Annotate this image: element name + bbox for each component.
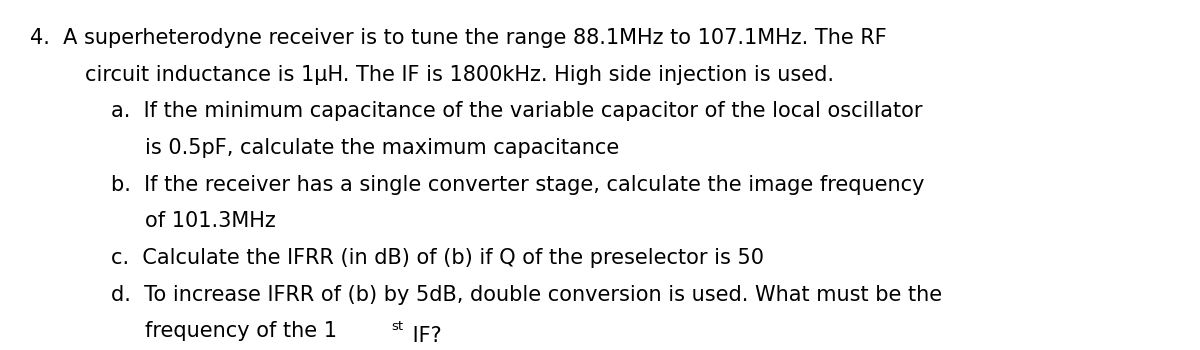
Text: d.  To increase IFRR of (b) by 5dB, double conversion is used. What must be the: d. To increase IFRR of (b) by 5dB, doubl… (112, 285, 942, 304)
Text: of 101.3MHz: of 101.3MHz (145, 211, 276, 231)
Text: b.  If the receiver has a single converter stage, calculate the image frequency: b. If the receiver has a single converte… (112, 175, 925, 195)
Text: 4.  A superheterodyne receiver is to tune the range 88.1MHz to 107.1MHz. The RF: 4. A superheterodyne receiver is to tune… (30, 28, 887, 48)
Text: frequency of the 1: frequency of the 1 (145, 321, 337, 341)
Text: is 0.5pF, calculate the maximum capacitance: is 0.5pF, calculate the maximum capacita… (145, 138, 619, 158)
Text: c.  Calculate the IFRR (in dB) of (b) if Q of the preselector is 50: c. Calculate the IFRR (in dB) of (b) if … (112, 248, 764, 268)
Text: st: st (391, 320, 403, 332)
Text: a.  If the minimum capacitance of the variable capacitor of the local oscillator: a. If the minimum capacitance of the var… (112, 101, 923, 121)
Text: IF?: IF? (407, 327, 442, 346)
Text: circuit inductance is 1μH. The IF is 1800kHz. High side injection is used.: circuit inductance is 1μH. The IF is 180… (85, 65, 834, 85)
